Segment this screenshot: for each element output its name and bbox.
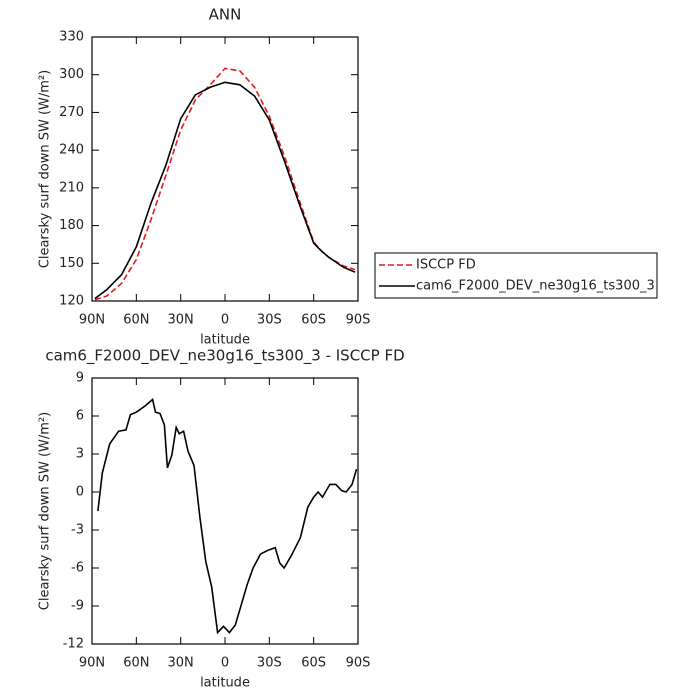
x-tick-label: 30N: [168, 313, 194, 328]
x-tick-label: 30S: [257, 656, 282, 671]
data-line: [94, 67, 356, 301]
y-tick-label: 180: [59, 218, 84, 233]
y-axis-label: Clearsky surf down SW (W/m²): [38, 70, 53, 268]
legend-box: [374, 252, 658, 299]
x-tick-label: 0: [221, 656, 229, 671]
x-tick-label: 30N: [168, 656, 194, 671]
y-tick-label: 120: [59, 294, 84, 309]
x-axis-label: latitude: [200, 676, 250, 691]
legend-label: ISCCP FD: [416, 258, 476, 273]
legend-label: cam6_F2000_DEV_ne30g16_ts300_3: [416, 279, 655, 294]
x-tick-label: 60N: [123, 313, 149, 328]
y-tick-label: -6: [71, 561, 84, 576]
x-tick-label: 30S: [257, 313, 282, 328]
y-tick-label: -12: [63, 637, 84, 652]
chart-title: ANN: [209, 6, 242, 24]
y-tick-label: 3: [76, 447, 84, 462]
y-tick-label: 240: [59, 143, 84, 158]
x-tick-label: 90N: [79, 656, 105, 671]
y-tick-label: 270: [59, 105, 84, 120]
y-tick-label: -9: [71, 599, 84, 614]
y-tick-label: 300: [59, 67, 84, 82]
y-tick-label: 6: [76, 409, 84, 424]
x-tick-label: 60N: [123, 656, 149, 671]
x-tick-label: 90N: [79, 313, 105, 328]
x-tick-label: 60S: [301, 656, 326, 671]
x-axis-label: latitude: [200, 333, 250, 348]
chart-title: cam6_F2000_DEV_ne30g16_ts300_3 - ISCCP F…: [45, 347, 404, 366]
x-tick-label: 90S: [346, 313, 371, 328]
x-tick-label: 60S: [301, 313, 326, 328]
y-tick-label: 210: [59, 180, 84, 195]
y-tick-label: 150: [59, 256, 84, 271]
y-tick-label: -3: [71, 523, 84, 538]
data-line: [97, 398, 358, 635]
plot-frame: [91, 36, 359, 302]
y-axis-label: Clearsky surf down SW (W/m²): [38, 412, 53, 610]
y-tick-label: 9: [76, 371, 84, 386]
y-tick-label: 330: [59, 30, 84, 45]
y-tick-label: 0: [76, 485, 84, 500]
x-tick-label: 0: [221, 313, 229, 328]
data-line: [94, 81, 356, 300]
x-tick-label: 90S: [346, 656, 371, 671]
plot-frame: [91, 377, 359, 645]
